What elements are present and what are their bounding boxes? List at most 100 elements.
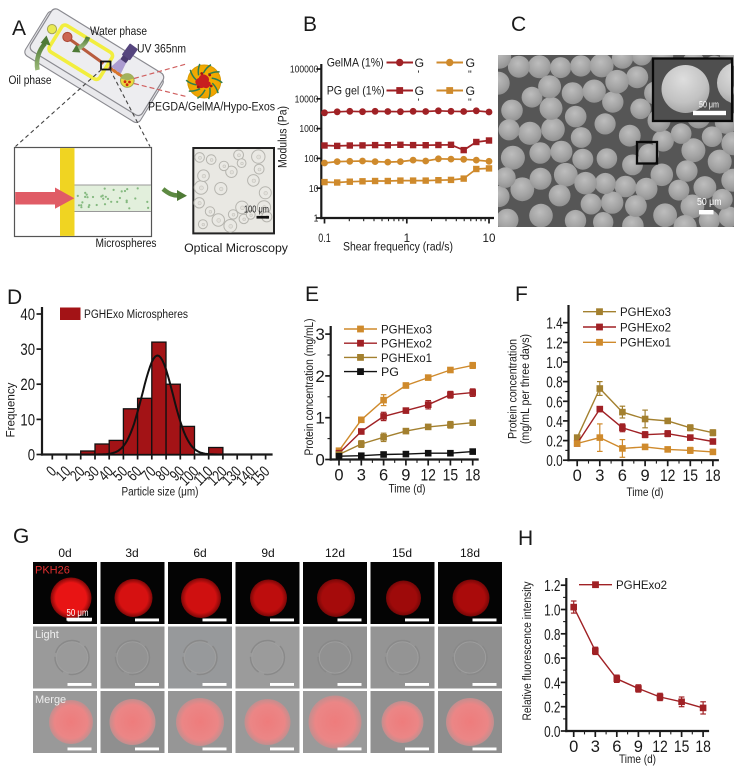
svg-text:0.8: 0.8 bbox=[546, 375, 562, 392]
svg-text:1: 1 bbox=[404, 232, 410, 245]
svg-text:0.6: 0.6 bbox=[544, 651, 560, 668]
svg-text:Time (d): Time (d) bbox=[389, 482, 426, 496]
svg-text:Time (d): Time (d) bbox=[619, 752, 656, 766]
svg-text:0.4: 0.4 bbox=[546, 414, 563, 431]
svg-text:G: G bbox=[466, 84, 476, 98]
svg-text:12: 12 bbox=[660, 467, 676, 485]
svg-text:PEGDA/GelMA/Hypo-Exos: PEGDA/GelMA/Hypo-Exos bbox=[148, 100, 275, 114]
svg-text:9: 9 bbox=[641, 467, 650, 485]
svg-text:": " bbox=[468, 69, 472, 81]
svg-text:1.0: 1.0 bbox=[546, 355, 562, 372]
svg-text:F: F bbox=[515, 283, 528, 306]
svg-text:15: 15 bbox=[443, 467, 459, 485]
svg-text:100 μm: 100 μm bbox=[244, 205, 269, 216]
svg-text:30: 30 bbox=[20, 340, 35, 359]
svg-text:Particle size (μm): Particle size (μm) bbox=[122, 485, 199, 499]
svg-text:Merge: Merge bbox=[35, 694, 66, 706]
svg-text:Shear frequency (rad/s): Shear frequency (rad/s) bbox=[343, 240, 453, 254]
svg-text:18: 18 bbox=[465, 467, 481, 485]
svg-text:': ' bbox=[418, 69, 420, 81]
svg-text:10: 10 bbox=[309, 184, 319, 195]
svg-text:UV 365nm: UV 365nm bbox=[137, 42, 186, 56]
svg-text:G: G bbox=[415, 84, 425, 98]
svg-text:0.2: 0.2 bbox=[546, 434, 562, 451]
svg-text:Light: Light bbox=[35, 629, 59, 641]
svg-text:": " bbox=[468, 97, 472, 109]
svg-text:1.2: 1.2 bbox=[544, 578, 560, 595]
svg-text:40: 40 bbox=[20, 305, 35, 324]
svg-text:A: A bbox=[12, 17, 26, 40]
svg-text:Modulus (Pa): Modulus (Pa) bbox=[276, 106, 290, 168]
svg-text:3: 3 bbox=[357, 467, 366, 485]
svg-text:0: 0 bbox=[28, 446, 35, 465]
svg-text:PGHExo1: PGHExo1 bbox=[620, 336, 671, 350]
svg-text:Protein concentration: Protein concentration bbox=[505, 339, 519, 439]
svg-text:0: 0 bbox=[315, 451, 324, 470]
svg-text:PGHExo2: PGHExo2 bbox=[616, 578, 667, 592]
svg-text:50 μm: 50 μm bbox=[697, 197, 722, 208]
svg-text:15: 15 bbox=[683, 467, 699, 485]
svg-text:6: 6 bbox=[612, 738, 621, 756]
svg-text:18: 18 bbox=[705, 467, 721, 485]
svg-text:PGHExo3: PGHExo3 bbox=[381, 322, 432, 336]
svg-text:0.6: 0.6 bbox=[546, 394, 562, 411]
svg-text:0: 0 bbox=[573, 467, 582, 485]
svg-text:15: 15 bbox=[674, 738, 690, 756]
svg-text:GelMA (1%): GelMA (1%) bbox=[327, 56, 384, 70]
svg-text:50 μm: 50 μm bbox=[699, 100, 719, 111]
svg-text:Water phase: Water phase bbox=[90, 24, 147, 38]
svg-text:B: B bbox=[303, 13, 317, 36]
svg-text:Time (d): Time (d) bbox=[627, 485, 664, 499]
svg-text:3: 3 bbox=[595, 467, 604, 485]
svg-text:Microspheres: Microspheres bbox=[96, 236, 157, 250]
svg-text:E: E bbox=[305, 283, 319, 306]
svg-text:6: 6 bbox=[618, 467, 627, 485]
svg-text:PKH26: PKH26 bbox=[35, 565, 70, 577]
svg-text:20: 20 bbox=[20, 375, 35, 394]
svg-text:6: 6 bbox=[379, 467, 388, 485]
svg-text:0.4: 0.4 bbox=[544, 675, 561, 692]
svg-text:PGHExo3: PGHExo3 bbox=[620, 305, 671, 319]
svg-text:0.1: 0.1 bbox=[318, 232, 331, 245]
svg-text:0.2: 0.2 bbox=[544, 700, 560, 717]
svg-text:H: H bbox=[518, 527, 533, 550]
svg-text:PGHExo2: PGHExo2 bbox=[620, 320, 671, 334]
svg-text:': ' bbox=[418, 97, 420, 109]
svg-text:10: 10 bbox=[483, 232, 496, 245]
svg-text:G: G bbox=[466, 56, 476, 70]
svg-text:10000: 10000 bbox=[295, 94, 319, 105]
svg-text:PGHExo2: PGHExo2 bbox=[381, 337, 432, 351]
svg-text:D: D bbox=[7, 286, 22, 309]
svg-text:0.0: 0.0 bbox=[544, 724, 560, 741]
svg-text:C: C bbox=[511, 13, 526, 36]
svg-text:1.2: 1.2 bbox=[546, 335, 562, 352]
svg-text:100: 100 bbox=[304, 154, 318, 165]
svg-text:(mg/mL per three days): (mg/mL per three days) bbox=[518, 334, 532, 444]
svg-text:PG gel (1%): PG gel (1%) bbox=[327, 84, 385, 98]
svg-text:0: 0 bbox=[569, 738, 578, 756]
svg-text:10: 10 bbox=[20, 410, 35, 429]
svg-text:0.0: 0.0 bbox=[546, 453, 562, 470]
svg-text:9: 9 bbox=[401, 467, 410, 485]
svg-text:1.4: 1.4 bbox=[546, 316, 563, 333]
svg-text:9: 9 bbox=[634, 738, 643, 756]
svg-text:0: 0 bbox=[334, 467, 343, 485]
svg-text:PG: PG bbox=[381, 365, 399, 379]
svg-text:18: 18 bbox=[695, 738, 711, 756]
svg-text:2: 2 bbox=[315, 367, 324, 386]
svg-text:G: G bbox=[13, 525, 29, 548]
svg-text:PGHExo Microspheres: PGHExo Microspheres bbox=[84, 307, 188, 321]
svg-text:1.0: 1.0 bbox=[544, 603, 560, 620]
svg-text:Oil phase: Oil phase bbox=[9, 73, 52, 87]
svg-text:12: 12 bbox=[420, 467, 436, 485]
svg-text:100000: 100000 bbox=[290, 65, 319, 76]
svg-text:12: 12 bbox=[652, 738, 668, 756]
svg-text:1: 1 bbox=[315, 409, 324, 428]
svg-text:PGHExo1: PGHExo1 bbox=[381, 351, 432, 365]
svg-text:3: 3 bbox=[315, 325, 324, 344]
svg-text:Relative fluorescence intensit: Relative fluorescence intensity bbox=[520, 581, 534, 721]
svg-text:Frequency: Frequency bbox=[4, 382, 18, 438]
svg-text:1: 1 bbox=[314, 214, 319, 225]
svg-text:3: 3 bbox=[591, 738, 600, 756]
svg-text:50 μm: 50 μm bbox=[67, 608, 89, 619]
